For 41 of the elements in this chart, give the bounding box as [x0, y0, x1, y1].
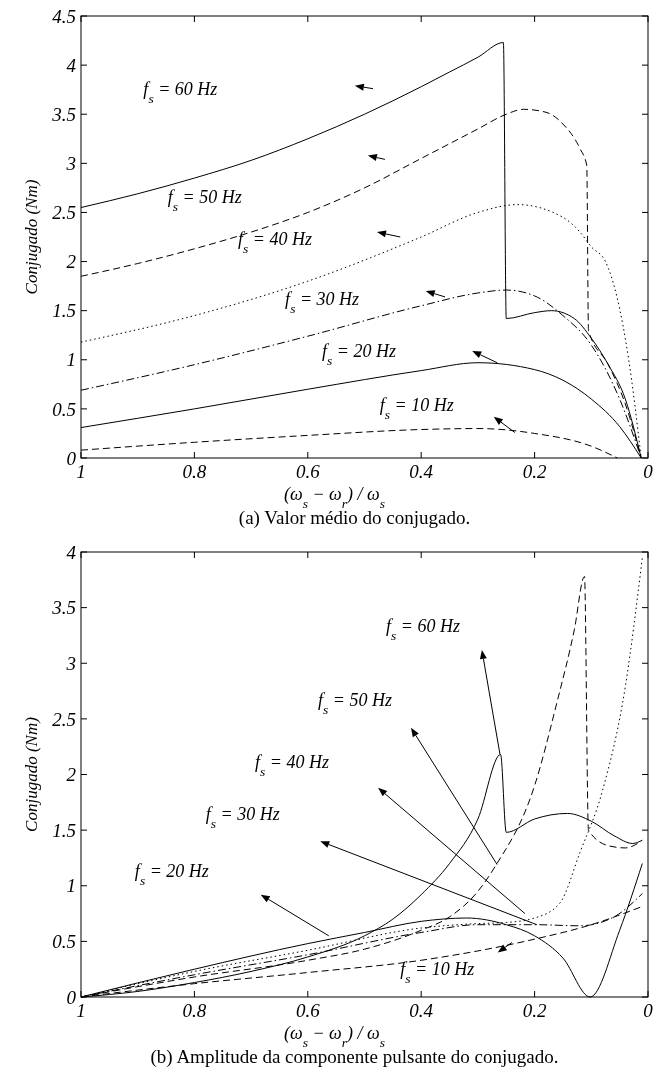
annotation: f$_{s}$ = 10 Hz [379, 394, 454, 422]
y-tick-label: 2.5 [52, 708, 76, 730]
x-tick-label: 0.6 [295, 461, 321, 482]
annotation: f$_{s}$ = 30 Hz [205, 804, 280, 831]
annotation: f$_{s}$ = 50 Hz [167, 186, 242, 214]
x-tick-label: 0.8 [182, 461, 207, 482]
y-tick-label: 3.5 [51, 597, 76, 619]
annotation: f$_{s}$ = 40 Hz [255, 751, 330, 779]
y-tick-label: 1.5 [52, 300, 76, 322]
annotation: f$_{s}$ = 50 Hz [318, 689, 392, 717]
x-tick-label: 0.4 [409, 461, 434, 482]
x-tick-label: 0 [643, 461, 654, 482]
annotation: f$_{s}$ = 40 Hz [238, 228, 312, 256]
y-tick-label: 1 [66, 349, 76, 371]
x-tick-label: 0.6 [295, 1000, 321, 1021]
y-tick-label: 4 [66, 54, 77, 76]
y-tick-label: 3.5 [51, 103, 76, 125]
y-tick-label: 2 [66, 251, 77, 273]
x-tick-label: 0 [643, 1000, 654, 1021]
y-tick-label: 3 [65, 652, 76, 674]
y-tick-label: 4.5 [52, 5, 76, 27]
y-tick-label: 2.5 [52, 202, 76, 224]
y-tick-label: 0.5 [52, 398, 76, 420]
y-tick-label: 1 [66, 875, 76, 897]
annotation: f$_{s}$ = 30 Hz [285, 288, 360, 316]
annotation: f$_{s}$ = 20 Hz [134, 860, 209, 888]
y-tick-label: 0.5 [52, 931, 76, 953]
y-tick-label: 2 [66, 764, 77, 786]
annotation: f$_{s}$ = 60 Hz [143, 78, 218, 106]
y-tick-label: 4 [66, 541, 77, 563]
x-tick-label: 0.2 [522, 1000, 547, 1021]
x-tick-label: 0.8 [182, 1000, 207, 1021]
y-axis-title: Conjugado (Nm) [22, 716, 41, 832]
y-axis-title: Conjugado (Nm) [22, 179, 41, 295]
x-tick-label: 0.2 [522, 461, 547, 482]
annotation: f$_{s}$ = 10 Hz [400, 958, 475, 986]
y-tick-label: 3 [65, 152, 76, 174]
y-tick-label: 1.5 [52, 819, 76, 841]
annotation: f$_{s}$ = 60 Hz [386, 616, 460, 643]
x-tick-label: 0.4 [409, 1000, 434, 1021]
annotation: f$_{s}$ = 20 Hz [321, 340, 396, 368]
